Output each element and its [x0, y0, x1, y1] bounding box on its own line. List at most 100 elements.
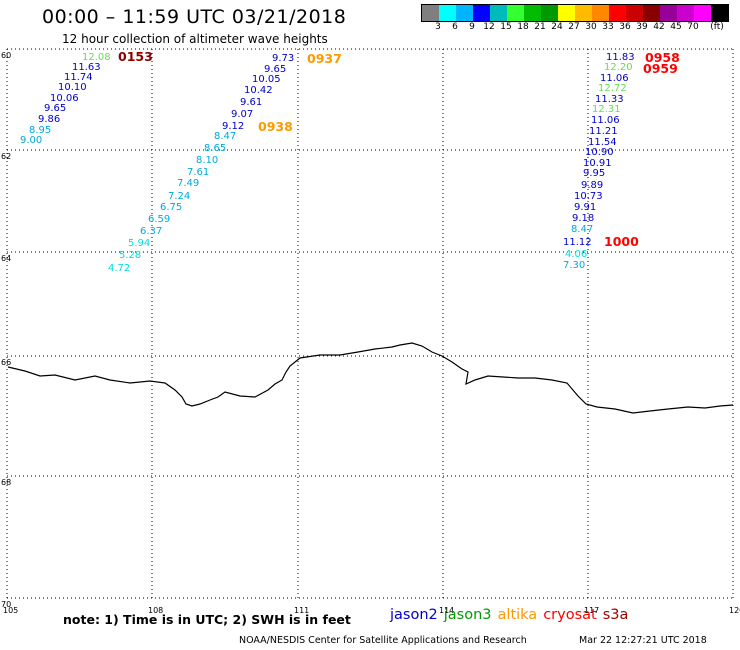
map-notes: note: 1) Time is in UTC; 2) SWH is in fe… — [63, 612, 351, 627]
wave-height-value: 11.54 — [588, 137, 617, 148]
longitude-label: 108 — [148, 606, 163, 615]
pass-time-label: 0153 — [118, 49, 153, 64]
colorbar-swatch — [609, 5, 626, 21]
colorbar-swatch — [575, 5, 592, 21]
colorbar-tick-label: 70 — [687, 22, 699, 32]
wave-height-value: 4.72 — [108, 263, 130, 274]
colorbar-swatch — [558, 5, 575, 21]
colorbar-swatch — [541, 5, 558, 21]
credit-line: NOAA/NESDIS Center for Satellite Applica… — [239, 635, 527, 646]
satellite-legend: jason2 jason3 altika cryosat s3a — [390, 607, 634, 623]
latitude-label: 68 — [1, 478, 11, 487]
colorbar-swatch — [422, 5, 439, 21]
colorbar-tick-label: 33 — [602, 22, 614, 32]
wave-height-value: 11.83 — [606, 52, 635, 63]
colorbar-tick-label: 6 — [452, 22, 458, 32]
colorbar-swatch — [439, 5, 456, 21]
wave-height-value: 9.07 — [231, 109, 253, 120]
wave-height-value: 9.12 — [222, 121, 244, 132]
wave-height-value: 12.31 — [592, 104, 621, 115]
colorbar-swatch — [626, 5, 643, 21]
wave-height-value: 10.06 — [50, 93, 79, 104]
latitude-label: 62 — [1, 152, 11, 161]
wave-height-value: 9.18 — [572, 213, 594, 224]
wave-height-value: 9.86 — [38, 114, 60, 125]
wave-height-value: 11.74 — [64, 72, 93, 83]
wave-height-value: 10.05 — [252, 74, 281, 85]
longitude-label: 117 — [584, 606, 599, 615]
colorbar-swatch — [524, 5, 541, 21]
wave-height-value: 11.63 — [72, 62, 101, 73]
wave-height-value: 10.73 — [574, 191, 603, 202]
wave-height-value: 12.72 — [598, 83, 627, 94]
colorbar-tick-label: 18 — [517, 22, 529, 32]
colorbar-tick-label: 12 — [483, 22, 495, 32]
wave-height-value: 6.59 — [148, 214, 170, 225]
wave-height-value: 8.47 — [571, 224, 593, 235]
latitude-label: 64 — [1, 254, 11, 263]
pass-time-label: 0959 — [643, 61, 678, 76]
colorbar-swatch — [473, 5, 490, 21]
wave-height-value: 7.24 — [168, 191, 190, 202]
wave-height-value: 5.94 — [128, 238, 150, 249]
longitude-label: 105 — [3, 606, 18, 615]
map-title: 00:00 – 11:59 UTC 03/21/2018 — [42, 6, 347, 28]
wave-height-value: 11.06 — [600, 73, 629, 84]
colorbar-swatch — [592, 5, 609, 21]
latitude-labels: 60 62 64 66 68 70 — [1, 51, 11, 609]
wave-height-value: 8.65 — [204, 143, 226, 154]
colorbar-swatch — [677, 5, 694, 21]
longitude-label: 120 — [729, 606, 740, 615]
wave-height-value: 8.95 — [29, 125, 51, 136]
wave-height-value: 11.33 — [595, 94, 624, 105]
legend-s3a: s3a — [602, 607, 629, 623]
wave-height-value: 9.65 — [264, 64, 286, 75]
colorbar-swatch — [711, 5, 728, 21]
generation-timestamp: Mar 22 12:27:21 UTC 2018 — [579, 635, 707, 646]
wave-height-value: 11.21 — [589, 126, 618, 137]
legend-jason2: jason2 — [390, 607, 438, 623]
pass-time-label: 0937 — [307, 51, 342, 66]
colorbar-swatch — [694, 5, 711, 21]
latitude-label: 60 — [1, 51, 11, 60]
pass-time-label: 0938 — [258, 119, 293, 134]
wave-height-value: 10.42 — [244, 85, 273, 96]
pass-time-label: 1000 — [604, 234, 639, 249]
colorbar-tick-label: 30 — [585, 22, 597, 32]
wave-height-value: 5.28 — [119, 250, 141, 261]
latitude-label: 70 — [1, 600, 11, 609]
colorbar-tick-label: 9 — [469, 22, 475, 32]
colorbar-tick-label: 24 — [551, 22, 563, 32]
wave-height-value: 4.06 — [565, 249, 587, 260]
wave-height-value: 9.61 — [240, 97, 262, 108]
wave-height-value: 7.49 — [177, 178, 199, 189]
wave-height-value: 10.90 — [585, 147, 614, 158]
colorbar-swatch — [490, 5, 507, 21]
wave-height-value: 10.91 — [583, 158, 612, 169]
wave-height-value: 11.12 — [563, 237, 592, 248]
wave-height-value: 6.75 — [160, 202, 182, 213]
altimeter-tracks: 12.0811.6311.7410.1010.069.659.868.959.0… — [20, 49, 680, 274]
track-west: 12.0811.6311.7410.1010.069.659.868.959.0… — [20, 49, 153, 146]
colorbar-tick-label: 15 — [500, 22, 512, 32]
coastline — [7, 342, 734, 414]
colorbar-swatch — [456, 5, 473, 21]
wave-height-value: 7.30 — [563, 260, 585, 271]
wave-height-value: 11.06 — [591, 115, 620, 126]
wave-height-value: 7.61 — [187, 167, 209, 178]
track-middle: 9.739.6510.0510.429.619.079.128.478.658.… — [108, 51, 342, 274]
wave-height-value: 9.65 — [44, 103, 66, 114]
longitude-label: 111 — [294, 606, 309, 615]
track-east: 11.8312.2011.0612.7211.3312.3111.0611.21… — [563, 50, 680, 271]
lat-lon-grid — [6, 48, 734, 599]
colorbar-tick-label: 3 — [435, 22, 441, 32]
wave-height-value: 8.47 — [214, 131, 236, 142]
wave-height-value: 6.37 — [140, 226, 162, 237]
legend-jason3: jason3 — [443, 607, 492, 623]
wave-height-value: 9.00 — [20, 135, 42, 146]
colorbar-tick-label: 39 — [636, 22, 648, 32]
latitude-label: 66 — [1, 358, 11, 367]
colorbar-unit-label: (ft) — [710, 22, 724, 32]
colorbar-swatch — [507, 5, 524, 21]
